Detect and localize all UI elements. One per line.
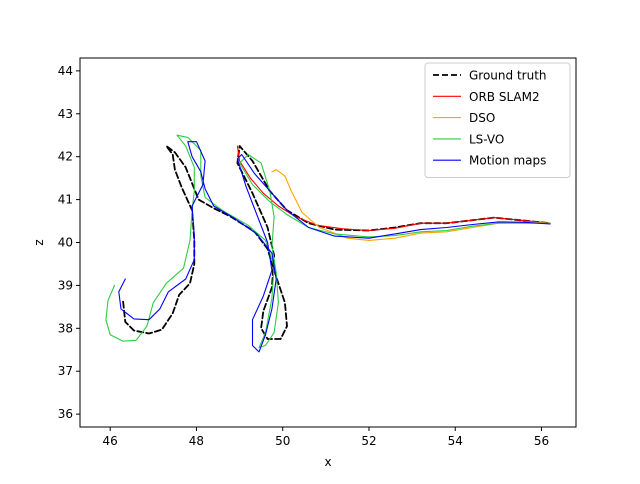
- x-tick-label: 46: [103, 434, 118, 448]
- series-line-ground-truth: [122, 145, 551, 340]
- x-tick-label: 48: [189, 434, 204, 448]
- x-tick-label: 52: [361, 434, 376, 448]
- legend-label: LS-VO: [469, 132, 504, 146]
- legend-label: DSO: [469, 111, 495, 125]
- y-axis: 36 37 38 39 40 41 42 43 44: [58, 64, 80, 421]
- series-layer: [105, 134, 551, 353]
- x-tick-label: 54: [448, 434, 463, 448]
- series-line-orb-slam2: [236, 145, 551, 232]
- y-tick-label: 36: [58, 407, 73, 421]
- legend-label: ORB SLAM2: [469, 90, 540, 104]
- x-axis-label: x: [324, 455, 331, 469]
- y-tick-label: 41: [58, 193, 73, 207]
- y-tick-label: 37: [58, 364, 73, 378]
- x-tick-label: 50: [275, 434, 290, 448]
- x-axis: 46 48 50 52 54 56: [103, 427, 549, 448]
- series-line-motion-maps: [118, 141, 551, 353]
- y-axis-label: z: [32, 239, 46, 245]
- x-tick-label: 56: [534, 434, 549, 448]
- legend-label: Motion maps: [469, 154, 546, 168]
- y-tick-label: 40: [58, 236, 73, 250]
- legend-box: [424, 62, 571, 178]
- legend-label: Ground truth: [469, 69, 547, 83]
- y-tick-label: 43: [58, 107, 73, 121]
- y-tick-label: 44: [58, 64, 73, 78]
- legend: Ground truth ORB SLAM2 DSO LS-VO Motion maps: [424, 62, 571, 178]
- y-tick-label: 42: [58, 150, 73, 164]
- series-line-ls-vo: [105, 134, 551, 349]
- y-tick-label: 38: [58, 321, 73, 335]
- y-tick-label: 39: [58, 278, 73, 292]
